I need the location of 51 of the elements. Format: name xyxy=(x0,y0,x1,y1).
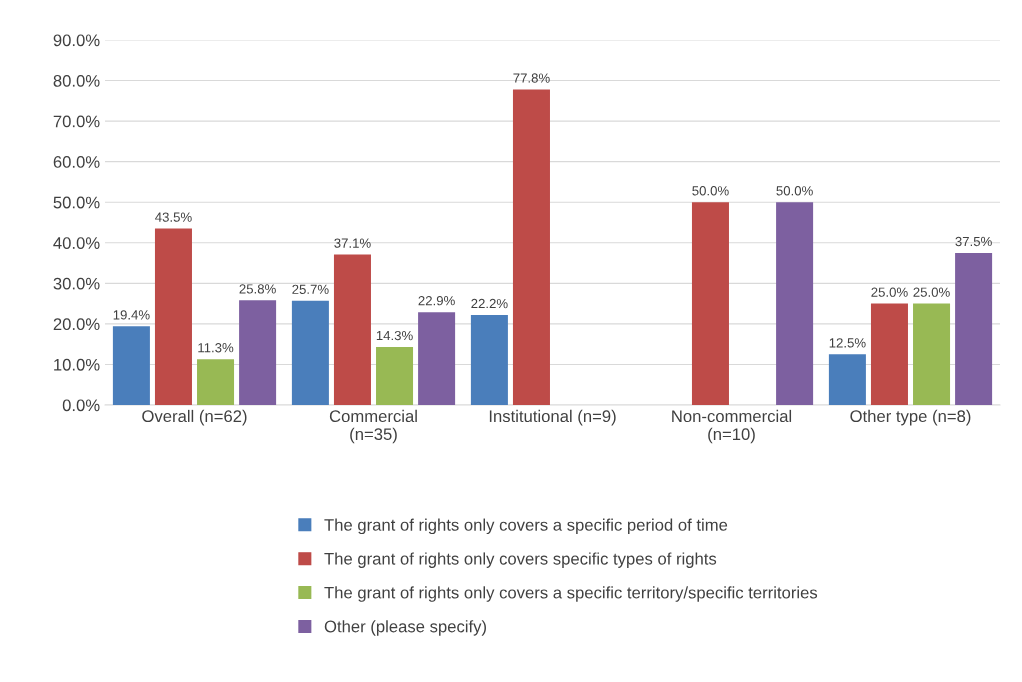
y-tick-label: 20.0% xyxy=(53,318,100,331)
x-tick-label: Commercial (n=35) xyxy=(329,409,417,444)
data-label: 50.0% xyxy=(692,186,729,196)
bar xyxy=(333,254,371,405)
data-label: 50.0% xyxy=(776,186,813,196)
y-tick-label: 0.0% xyxy=(62,399,100,412)
bar xyxy=(691,202,729,405)
data-label: 37.5% xyxy=(955,236,992,247)
bar xyxy=(955,252,993,405)
data-label: 22.2% xyxy=(471,298,508,309)
bar xyxy=(828,354,866,405)
x-tick-label: Non-commercial (n=10) xyxy=(672,409,792,444)
x-tick-label: Other type (n=8) xyxy=(850,409,971,426)
bar xyxy=(239,300,277,405)
legend-label: Other (please specify) xyxy=(324,620,486,636)
bar xyxy=(470,314,508,405)
data-label: 22.9% xyxy=(418,296,455,306)
legend-label: The grant of rights only covers specific types of rights xyxy=(324,552,717,568)
bar xyxy=(291,300,329,405)
bar xyxy=(512,89,550,405)
y-tick-label: 80.0% xyxy=(53,74,100,87)
data-label: 25.0% xyxy=(871,287,908,297)
data-label: 19.4% xyxy=(113,310,150,320)
bar xyxy=(154,228,192,405)
x-tick-label: Overall (n=62) xyxy=(142,409,247,426)
data-label: 25.7% xyxy=(292,284,329,294)
y-tick-label: 10.0% xyxy=(54,358,100,371)
legend-label: The grant of rights only covers a specific territory/specific territories xyxy=(324,586,818,602)
bar xyxy=(776,202,814,405)
data-label: 14.3% xyxy=(376,330,413,341)
data-label: 25.0% xyxy=(913,287,950,297)
data-label: 12.5% xyxy=(829,338,866,348)
y-tick-label: 90.0% xyxy=(53,34,100,47)
bar xyxy=(418,312,456,405)
data-label: 37.1% xyxy=(334,238,371,248)
data-label: 77.8% xyxy=(513,73,550,83)
bar xyxy=(112,326,150,405)
bar xyxy=(913,303,951,405)
legend-label: The grant of rights only covers a specific period of time xyxy=(324,518,728,535)
y-tick-label: 30.0% xyxy=(53,277,100,290)
x-tick-label: Institutional (n=9) xyxy=(489,409,616,426)
bar xyxy=(870,303,908,405)
data-label: 11.3% xyxy=(198,343,234,353)
data-label: 43.5% xyxy=(155,212,192,222)
y-tick-label: 70.0% xyxy=(53,115,100,128)
data-label: 25.8% xyxy=(239,284,276,294)
y-tick-label: 50.0% xyxy=(53,196,100,209)
y-tick-label: 40.0% xyxy=(53,237,100,249)
y-tick-label: 60.0% xyxy=(53,156,100,168)
bar xyxy=(197,359,235,405)
bar xyxy=(376,347,414,405)
